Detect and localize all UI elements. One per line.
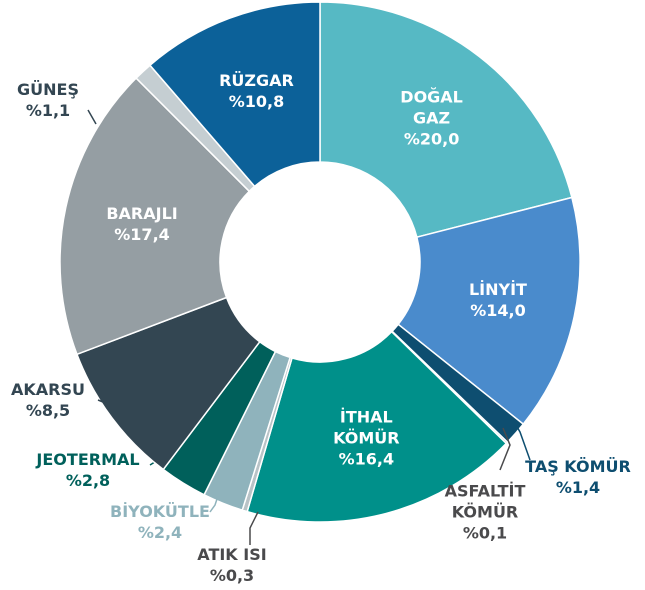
slice	[319, 1, 573, 239]
value-label: %2,4	[137, 523, 183, 542]
category-label: TAŞ KÖMÜR	[525, 457, 631, 476]
value-label: %2,8	[65, 471, 111, 490]
slice	[397, 196, 581, 426]
value-label: %17,4	[114, 224, 170, 244]
category-label: BİYOKÜTLE	[110, 502, 210, 521]
value-label: %0,1	[462, 523, 508, 543]
leader-line	[87, 109, 97, 125]
slice-label: AKARSU %8,5	[0, 379, 108, 421]
category-label: RÜZGAR	[219, 71, 294, 91]
category-label: JEOTERMAL	[36, 450, 140, 469]
slice-label: TAŞ KÖMÜR %1,4	[513, 456, 643, 498]
value-label: %16,4	[338, 449, 395, 469]
slice	[246, 330, 508, 523]
category-label: İTHAL KÖMÜR	[333, 407, 400, 448]
category-label: ASFALTİT KÖMÜR	[444, 481, 526, 522]
value-label: %20,0	[403, 129, 460, 149]
leader-line	[511, 417, 531, 461]
slice-label: BARAJLI %17,4	[92, 203, 192, 245]
slice	[148, 1, 321, 188]
leader-line	[499, 427, 511, 471]
value-label: %10,8	[228, 92, 285, 112]
slice-label: JEOTERMAL %2,8	[23, 449, 153, 491]
category-label: DOĞAL GAZ	[400, 87, 463, 128]
value-label: %14,0	[470, 301, 526, 321]
category-label: BARAJLI	[106, 203, 178, 223]
category-label: GÜNEŞ	[17, 80, 79, 99]
slice-label: ATIK ISI %0,3	[172, 544, 292, 586]
leader-line	[97, 399, 109, 405]
value-label: %8,5	[25, 401, 71, 420]
leader-line	[209, 495, 219, 513]
value-label: %1,1	[25, 101, 71, 120]
slice-label: LİNYİT %14,0	[448, 279, 548, 321]
category-label: LİNYİT	[468, 280, 527, 300]
slice-label: BİYOKÜTLE %2,4	[95, 501, 225, 543]
slice-label: RÜZGAR %10,8	[206, 70, 306, 112]
slice-label: ASFALTİT KÖMÜR %0,1	[435, 481, 535, 544]
slice-label: DOĞAL GAZ %20,0	[382, 87, 482, 150]
slice	[59, 77, 251, 356]
category-label: AKARSU	[11, 380, 85, 399]
value-label: %0,3	[209, 566, 255, 585]
slice-label: İTHAL KÖMÜR %16,4	[316, 407, 416, 470]
leader-line	[249, 511, 259, 545]
value-label: %1,4	[555, 478, 601, 497]
category-label: ATIK ISI	[197, 545, 267, 564]
slice-label: GÜNEŞ %1,1	[0, 79, 98, 121]
